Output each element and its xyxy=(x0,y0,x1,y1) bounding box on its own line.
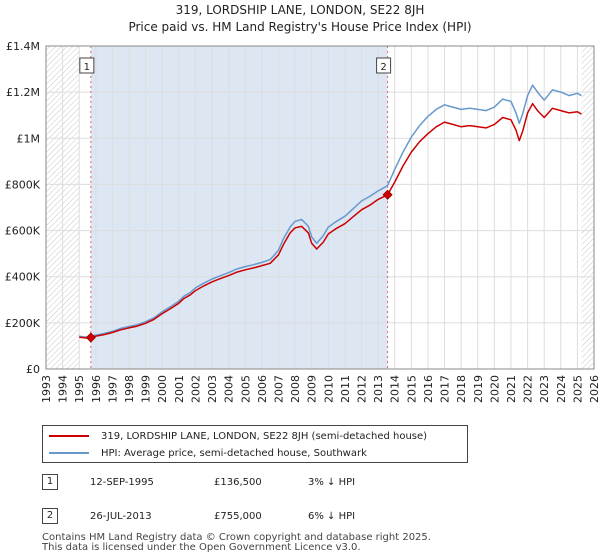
hpi-line xyxy=(79,84,582,338)
x-tick-label: 2020 xyxy=(488,375,501,403)
footer-line1: Contains HM Land Registry data © Crown c… xyxy=(42,532,431,543)
x-tick-label: 1996 xyxy=(90,375,103,403)
x-tick-label: 2009 xyxy=(306,375,319,403)
x-tick-label: 2018 xyxy=(455,375,468,403)
transaction-hpi-diff: 3% ↓ HPI xyxy=(308,476,356,488)
legend-label-hpi: HPI: Average price, semi-detached house,… xyxy=(101,447,367,459)
x-tick-label: 2010 xyxy=(322,375,335,403)
y-tick-label: £1M xyxy=(17,132,41,145)
x-tick-label: 2025 xyxy=(571,375,584,403)
transaction-price: £755,000 xyxy=(214,510,262,522)
x-tick-label: 2006 xyxy=(256,375,269,403)
y-tick-label: £0 xyxy=(26,363,40,376)
x-tick-label: 2005 xyxy=(239,375,252,403)
y-tick-label: £400K xyxy=(5,271,41,284)
x-tick-label: 2017 xyxy=(439,375,452,403)
y-tick-label: £1.2M xyxy=(6,86,40,99)
x-tick-label: 2002 xyxy=(189,375,202,403)
ownership-shade xyxy=(90,46,388,369)
x-tick-label: 1993 xyxy=(40,375,53,403)
legend-item-hpi: HPI: Average price, semi-detached house,… xyxy=(49,445,367,461)
x-tick-label: 1999 xyxy=(140,375,153,403)
transaction-date: 26-JUL-2013 xyxy=(90,510,152,522)
legend-swatch-hpi xyxy=(49,452,89,454)
y-tick-label: £600K xyxy=(5,225,41,238)
x-tick-label: 2001 xyxy=(173,375,186,403)
x-tick-label: 2014 xyxy=(389,375,402,403)
x-tick-label: 2011 xyxy=(339,375,352,403)
y-tick-label: £200K xyxy=(5,317,41,330)
x-tick-label: 2003 xyxy=(206,375,219,403)
chart-title-line1: 319, LORDSHIP LANE, LONDON, SE22 8JH xyxy=(175,3,425,17)
hatch-right xyxy=(581,46,594,369)
transaction-price: £136,500 xyxy=(214,476,262,488)
legend-label-property: 319, LORDSHIP LANE, LONDON, SE22 8JH (se… xyxy=(101,430,428,442)
transaction-date: 12-SEP-1995 xyxy=(90,476,154,488)
sale-badge-label: 1 xyxy=(84,62,90,73)
x-tick-label: 2022 xyxy=(522,375,535,403)
x-tick-label: 1994 xyxy=(57,375,70,403)
y-tick-label: £1.4M xyxy=(6,40,40,53)
legend-item-property: 319, LORDSHIP LANE, LONDON, SE22 8JH (se… xyxy=(49,428,427,444)
sale-badge: 2 xyxy=(376,57,392,74)
sale-point-marker xyxy=(382,189,393,200)
x-tick-label: 2000 xyxy=(156,375,169,403)
sale-badge: 1 xyxy=(79,57,95,74)
chart-title-line2: Price paid vs. HM Land Registry's House … xyxy=(128,20,472,34)
x-tick-label: 2013 xyxy=(372,375,385,403)
sale-badge-label: 2 xyxy=(380,62,386,73)
transaction-hpi-diff: 6% ↓ HPI xyxy=(308,510,356,522)
footer-line2: This data is licensed under the Open Gov… xyxy=(42,542,361,553)
legend-swatch-property xyxy=(49,435,89,437)
table-row: 2 26-JUL-2013 £755,000 6% ↓ HPI xyxy=(42,507,382,525)
sale-badge-box xyxy=(79,57,95,74)
x-tick-label: 2023 xyxy=(538,375,551,403)
x-tick-label: 2019 xyxy=(472,375,485,403)
sale-point-marker xyxy=(85,332,96,343)
transaction-number-badge: 1 xyxy=(42,474,58,490)
x-tick-label: 2026 xyxy=(588,375,600,403)
y-tick-label: £800K xyxy=(5,178,41,191)
x-tick-label: 2015 xyxy=(405,375,418,403)
x-tick-label: 1998 xyxy=(123,375,136,403)
x-tick-label: 1997 xyxy=(106,375,119,403)
sale-badge-box xyxy=(376,57,392,74)
x-tick-label: 2008 xyxy=(289,375,302,403)
x-tick-label: 2007 xyxy=(272,375,285,403)
footer-attribution: Contains HM Land Registry data © Crown c… xyxy=(42,533,431,553)
price-chart: £0 £200K £400K £600K £800K £1M £1.2M £1.4M 1993… xyxy=(5,40,600,403)
x-tick-label: 1995 xyxy=(73,375,86,403)
property-price-line xyxy=(79,102,582,339)
x-tick-label: 2012 xyxy=(356,375,369,403)
x-tick-label: 2021 xyxy=(505,375,518,403)
chart-legend: 319, LORDSHIP LANE, LONDON, SE22 8JH (se… xyxy=(42,425,468,463)
table-row: 1 12-SEP-1995 £136,500 3% ↓ HPI xyxy=(42,473,382,491)
plot-frame xyxy=(45,45,595,370)
transaction-number-badge: 2 xyxy=(42,508,58,524)
x-tick-label: 2024 xyxy=(555,375,568,403)
x-tick-label: 2004 xyxy=(223,375,236,403)
x-tick-label: 2016 xyxy=(422,375,435,403)
